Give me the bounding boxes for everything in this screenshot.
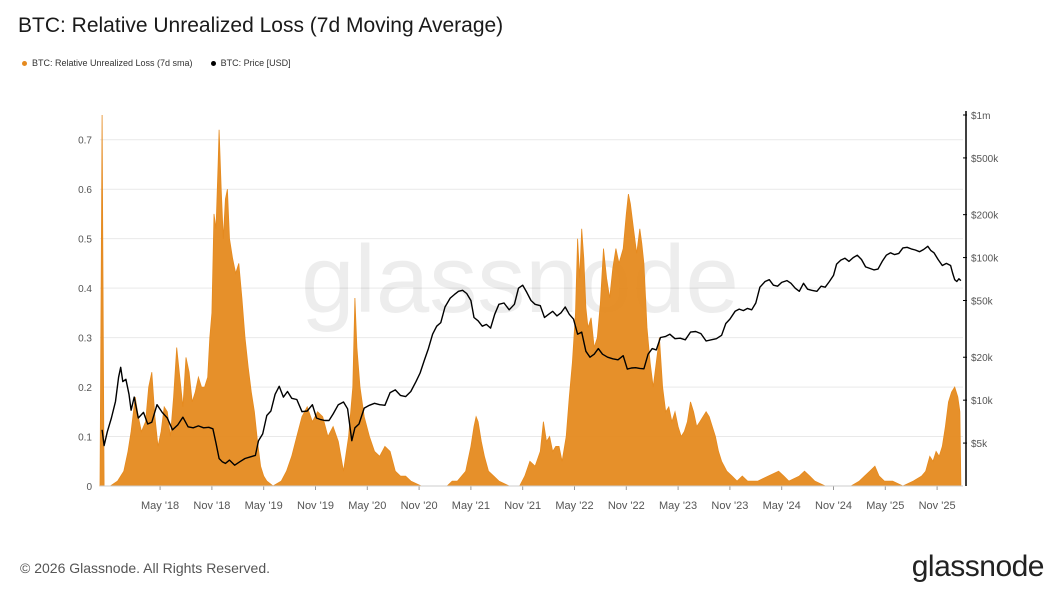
legend-item-loss[interactable]: BTC: Relative Unrealized Loss (7d sma) [22,58,193,68]
legend-label-loss: BTC: Relative Unrealized Loss (7d sma) [32,58,193,68]
legend-item-price[interactable]: BTC: Price [USD] [210,58,291,68]
y-right-tick-label: $200k [971,211,999,222]
y-right-tick-label: $5k [971,439,988,450]
y-right-tick-label: $500k [971,154,999,165]
y-right-tick-label: $100k [971,254,999,265]
x-tick-label: Nov '24 [815,500,852,512]
x-tick-label: May '24 [763,500,801,512]
price-line-series [101,245,962,466]
loss-area-series [99,114,962,487]
y-left-tick-label: 0.7 [78,136,92,147]
x-tick-label: May '20 [348,500,386,512]
x-tick-label: May '22 [555,500,593,512]
price-line [101,245,962,466]
chart-legend: BTC: Relative Unrealized Loss (7d sma) B… [22,58,291,68]
x-tick-label: May '19 [245,500,283,512]
x-tick-label: Nov '19 [297,500,334,512]
y-left-tick-label: 0.4 [78,284,92,295]
x-tick-label: Nov '21 [504,500,541,512]
y-right-tick-label: $10k [971,396,994,407]
x-tick-label: May '25 [866,500,904,512]
x-tick-label: Nov '20 [401,500,438,512]
legend-label-price: BTC: Price [USD] [220,58,291,68]
axes: 0 0.1 0.2 0.3 0.4 0.5 0.6 0.7 $5k $10k $20k $50k $10… [78,111,999,512]
brand-logo[interactable]: glassnode [911,550,1045,583]
loss-area [99,114,962,487]
legend-swatch-loss [22,60,27,66]
chart-title: BTC: Relative Unrealized Loss (7d Moving… [18,14,504,37]
x-tick-label: May '18 [141,500,179,512]
y-left-tick-label: 0.5 [78,235,92,246]
legend-swatch-price [210,60,216,66]
copyright-text: © 2026 Glassnode. All Rights Reserved. [20,560,271,576]
y-right-tick-label: $1m [971,111,990,122]
y-left-tick-label: 0.6 [78,185,92,196]
y-left-tick-label: 0.1 [78,433,92,444]
y-right-tick-label: $20k [971,353,994,364]
y-left-tick-label: 0.3 [78,334,92,345]
x-tick-label: Nov '22 [608,500,645,512]
watermark: glassnode [301,226,739,333]
y-right-tick-label: $50k [971,297,994,308]
y-left-tick-label: 0.2 [78,383,92,394]
x-tick-label: Nov '18 [193,500,230,512]
x-tick-label: Nov '25 [919,500,956,512]
x-tick-label: May '21 [452,500,490,512]
y-left-tick-label: 0 [86,482,92,493]
x-tick-label: Nov '23 [711,500,748,512]
x-tick-label: May '23 [659,500,697,512]
